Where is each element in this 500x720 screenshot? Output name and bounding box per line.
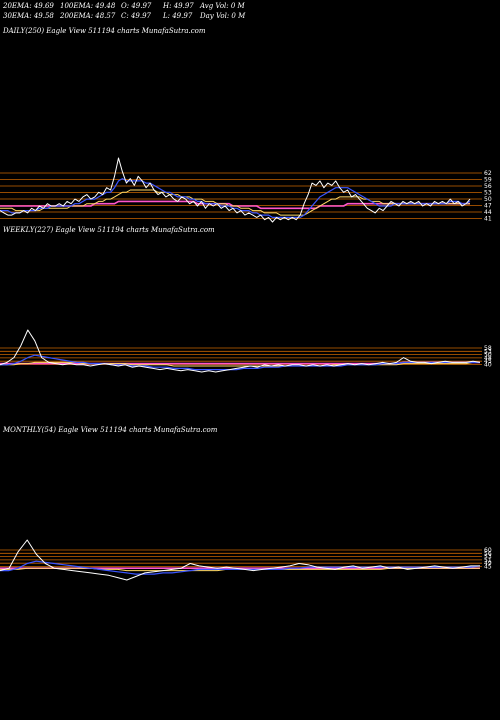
daily-panel-title: DAILY(250) Eagle View 511194 charts Muna… [3,27,206,35]
weekly-price-line [0,329,481,373]
daily-tick-label: 47 [484,203,492,210]
ema20-label: 20EMA: 49.69 [3,2,54,10]
daily-ema-mid-line [0,189,470,216]
ema200-label: 200EMA: 48.57 [60,12,116,20]
monthly-tick-label: 56 [484,550,492,557]
daily-tick-label: 62 [484,170,492,177]
weekly-panel-title: WEEKLY(227) Eagle View 511194 charts Mun… [3,226,215,234]
weekly-ema-short-line [0,354,480,371]
daily-tick-label: 50 [484,196,492,203]
daily-tick-label: 56 [484,183,492,190]
avg-vol-label: Avg Vol: 0 M [200,2,245,10]
monthly-price-line [0,539,480,581]
weekly-tick-label: 40 [484,362,492,369]
ema100-label: 100EMA: 49.48 [60,2,116,10]
monthly-tick-label: 53 [484,554,492,561]
day-vol-label: Day Vol: 0 M [200,12,246,20]
close-label: C: 49.97 [121,12,151,20]
monthly-panel-title: MONTHLY(54) Eagle View 511194 charts Mun… [3,426,218,434]
daily-tick-label: 41 [484,216,492,223]
daily-tick-label: 59 [484,177,492,184]
daily-ema-short-line [0,178,471,218]
monthly-tick-label: 51 [484,557,492,564]
monthly-tick-label: 60 [484,547,492,554]
weekly-tick-label: 53 [484,348,492,355]
daily-price-line [0,157,471,223]
open-label: O: 49.97 [121,2,152,10]
weekly-tick-label: 50 [484,352,492,359]
ema30-label: 30EMA: 49.58 [3,12,54,20]
low-label: L: 49.97 [163,12,193,20]
weekly-tick-label: 48 [484,355,492,362]
monthly-tick-label: 49 [484,560,492,567]
weekly-tick-label: 45 [484,358,492,365]
high-label: H: 49.97 [163,2,194,10]
daily-tick-label: 44 [484,209,492,216]
daily-tick-label: 53 [484,190,492,197]
monthly-tick-label: 45 [484,564,492,571]
weekly-tick-label: 58 [484,345,492,352]
